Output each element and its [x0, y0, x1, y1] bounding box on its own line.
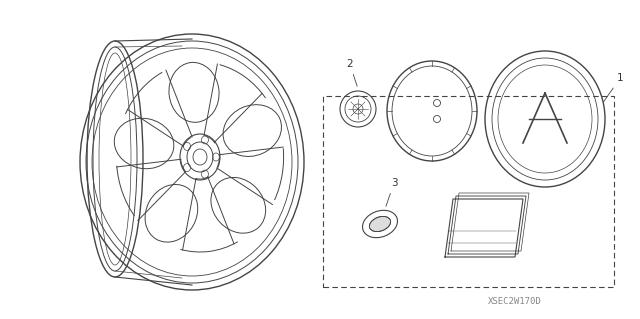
Text: 3: 3	[386, 178, 397, 206]
Text: 2: 2	[347, 59, 357, 86]
Bar	[323, 96, 614, 287]
Ellipse shape	[369, 216, 390, 232]
Text: XSEC2W170D: XSEC2W170D	[488, 297, 542, 306]
Text: 1: 1	[604, 73, 623, 102]
